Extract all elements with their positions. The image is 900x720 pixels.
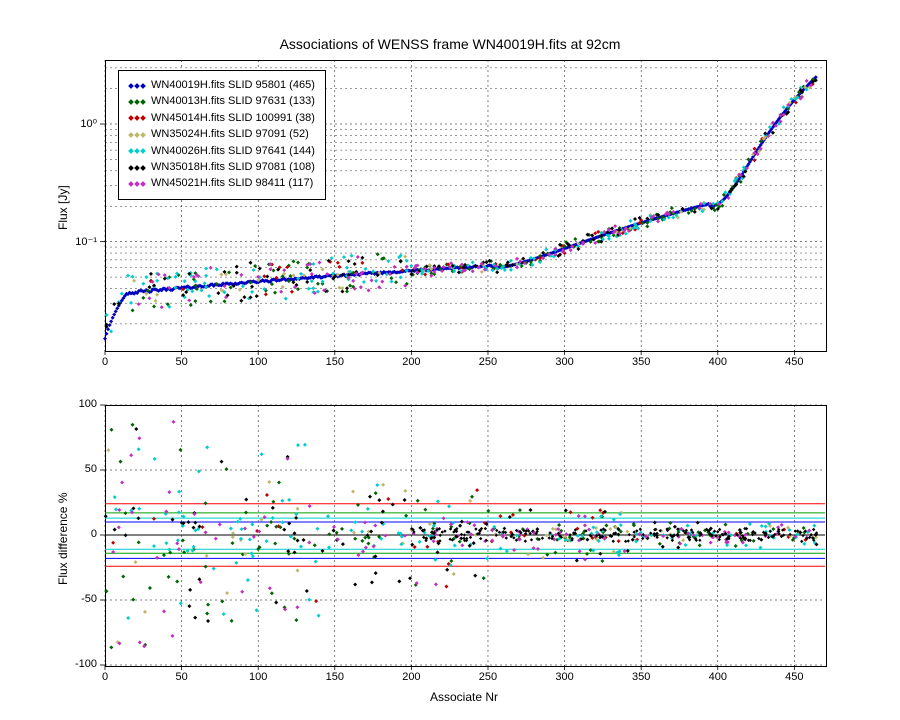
legend-marker — [129, 166, 145, 170]
legend-item: WN40026H.fits SLID 97641 (144) — [129, 144, 315, 159]
tick-label: 250 — [479, 671, 497, 683]
tick-label: 250 — [479, 356, 497, 368]
legend-label: WN35018H.fits SLID 97081 (108) — [151, 160, 315, 175]
tick-label: 450 — [785, 671, 803, 683]
tick-label: 400 — [709, 671, 727, 683]
tick-label: 0 — [102, 671, 108, 683]
legend-item: WN35024H.fits SLID 97091 (52) — [129, 127, 315, 142]
tick-label: 350 — [632, 671, 650, 683]
tick-label: 400 — [709, 356, 727, 368]
bottom-plot-area — [105, 405, 827, 667]
bottom-ylabel: Flux difference % — [56, 493, 70, 586]
legend-marker — [129, 149, 145, 153]
tick-label: 50 — [85, 463, 97, 475]
tick-label: 200 — [402, 356, 420, 368]
legend-marker — [129, 133, 145, 137]
tick-label: -100 — [75, 658, 97, 670]
tick-label: 100 — [79, 398, 97, 410]
tick-label: 450 — [785, 356, 803, 368]
top-ylabel: Flux [Jy] — [56, 185, 70, 230]
tick-label: 50 — [175, 356, 187, 368]
legend: WN40019H.fits SLID 95801 (465)WN40013H.f… — [118, 70, 326, 200]
tick-label: -50 — [81, 593, 97, 605]
legend-label: WN35024H.fits SLID 97091 (52) — [151, 127, 309, 142]
legend-marker — [129, 84, 145, 88]
legend-marker — [129, 116, 145, 120]
legend-item: WN35018H.fits SLID 97081 (108) — [129, 160, 315, 175]
tick-label: 10⁻¹ — [75, 235, 97, 248]
legend-label: WN45014H.fits SLID 100991 (38) — [151, 111, 315, 126]
bottom-xlabel: Associate Nr — [430, 690, 498, 704]
tick-label: 300 — [555, 356, 573, 368]
legend-label: WN40013H.fits SLID 97631 (133) — [151, 94, 315, 109]
legend-item: WN40019H.fits SLID 95801 (465) — [129, 78, 315, 93]
tick-label: 150 — [326, 671, 344, 683]
legend-marker — [129, 182, 145, 186]
figure-container: Associations of WENSS frame WN40019H.fit… — [0, 0, 900, 720]
legend-label: WN45021H.fits SLID 98411 (117) — [151, 176, 313, 191]
legend-item: WN40013H.fits SLID 97631 (133) — [129, 94, 315, 109]
tick-label: 10⁰ — [80, 117, 97, 130]
tick-label: 150 — [326, 356, 344, 368]
figure-title: Associations of WENSS frame WN40019H.fit… — [0, 36, 900, 52]
legend-item: WN45014H.fits SLID 100991 (38) — [129, 111, 315, 126]
tick-label: 100 — [249, 356, 267, 368]
legend-label: WN40026H.fits SLID 97641 (144) — [151, 144, 315, 159]
tick-label: 50 — [175, 671, 187, 683]
tick-label: 300 — [555, 671, 573, 683]
legend-item: WN45021H.fits SLID 98411 (117) — [129, 176, 315, 191]
tick-label: 0 — [91, 528, 97, 540]
tick-label: 350 — [632, 356, 650, 368]
tick-label: 100 — [249, 671, 267, 683]
legend-label: WN40019H.fits SLID 95801 (465) — [151, 78, 315, 93]
legend-marker — [129, 100, 145, 104]
tick-label: 200 — [402, 671, 420, 683]
tick-label: 0 — [102, 356, 108, 368]
